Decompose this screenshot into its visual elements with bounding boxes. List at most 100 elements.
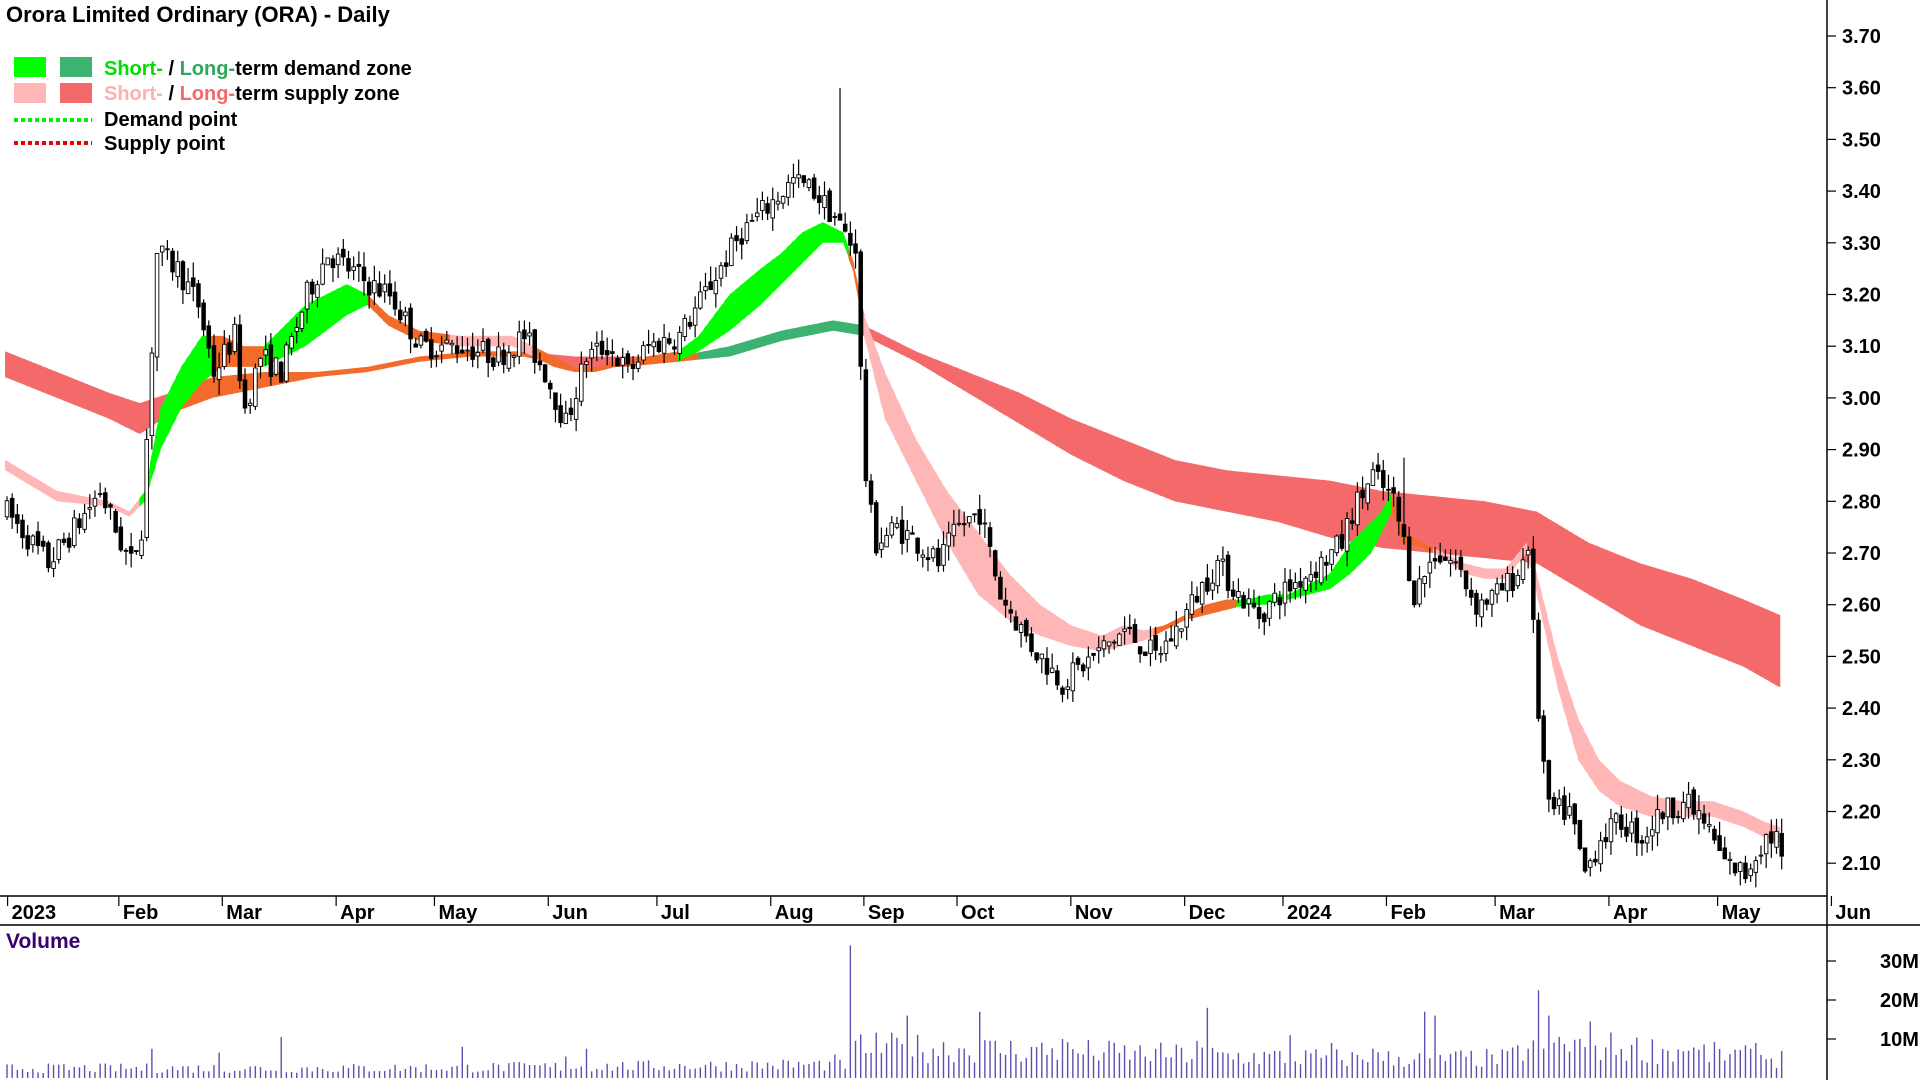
candle-body (299, 311, 305, 330)
candle-body (1205, 577, 1210, 592)
candle-body (1122, 628, 1127, 632)
candle-body (123, 549, 129, 552)
candle-body (1665, 797, 1671, 818)
long-term-zone-segment (703, 350, 710, 360)
short-term-zone-segment (838, 229, 844, 243)
x-tick-label: Jun (1835, 902, 1871, 924)
long-term-zone-segment (1267, 474, 1274, 521)
long-term-zone-segment (1614, 553, 1620, 613)
short-term-zone-segment (470, 335, 477, 347)
short-term-zone-segment (1624, 783, 1631, 810)
x-tick-label: Dec (1189, 902, 1226, 924)
candle-body (92, 497, 98, 507)
candle-body (599, 340, 605, 355)
long-term-zone-segment (1655, 567, 1662, 634)
long-term-zone-segment (1577, 536, 1584, 592)
short-term-zone-segment (1634, 788, 1641, 814)
short-term-zone-segment (475, 335, 482, 347)
candle-body (480, 341, 486, 351)
short-term-zone-segment (781, 247, 787, 285)
short-term-zone-segment (1557, 656, 1563, 706)
long-term-zone-segment (1070, 418, 1077, 458)
short-term-zone-segment (957, 504, 963, 569)
short-term-zone-segment (1008, 573, 1015, 623)
candle-body (30, 535, 36, 546)
candle-body (1706, 823, 1712, 827)
long-term-zone-segment (946, 363, 953, 384)
candle-body (698, 291, 703, 309)
candle-body (1199, 581, 1205, 605)
y-tick-label: 3.50 (1842, 129, 1881, 151)
candle-body (930, 548, 936, 559)
candle-body (558, 405, 563, 424)
x-tick-label: Feb (123, 902, 159, 924)
short-term-zone-segment (713, 308, 720, 342)
x-axis-ticks: 2023 Feb Mar Apr May Jun Jul Aug Sep Oct Nov Dec 202… (6, 896, 1871, 924)
candle-body (1339, 534, 1345, 549)
candle-body (884, 535, 889, 548)
candle-body (749, 219, 755, 222)
long-term-zone-segment (1303, 478, 1310, 532)
candle-body (475, 352, 481, 357)
candle-body (1117, 633, 1122, 646)
short-term-zone-segment (320, 294, 327, 335)
short-term-zone-segment (1376, 511, 1382, 543)
candle-body (780, 196, 786, 204)
candle-body (532, 329, 537, 363)
y-tick-label: 3.30 (1842, 233, 1881, 255)
long-term-zone-segment (206, 377, 213, 400)
candle-body (1401, 524, 1407, 537)
candle-body (87, 507, 93, 510)
candle-body (154, 252, 160, 358)
long-term-zone-segment (227, 375, 234, 395)
volume-tick-label: 20M (1880, 990, 1919, 1012)
long-term-zone-segment (1500, 504, 1507, 561)
candle-body (1267, 601, 1272, 619)
candle-body (335, 253, 341, 266)
short-term-zone-segment (61, 491, 68, 503)
long-term-zone-segment (750, 338, 756, 351)
candle-body (661, 337, 667, 354)
candle-body (366, 281, 372, 296)
short-term-zone-segment (817, 222, 824, 248)
candle-body (485, 338, 491, 363)
candle-body (211, 345, 217, 377)
long-term-zone-segment (1251, 472, 1258, 518)
candle-body (713, 280, 719, 295)
long-term-zone-segment (424, 355, 430, 362)
candle-body (873, 502, 879, 554)
long-term-zone-segment (719, 347, 725, 358)
candle-body (682, 317, 688, 337)
candle-body (1220, 558, 1226, 562)
x-tick-label: Aug (775, 902, 814, 924)
long-term-zone-segment (346, 368, 353, 375)
short-term-zone-segment (1334, 558, 1341, 586)
short-term-zone-segment (1562, 671, 1569, 724)
short-term-zone-segment (455, 335, 461, 347)
candle-body (987, 527, 993, 547)
legend-demand-zone: Short- / Long-term demand zone (104, 58, 412, 80)
candle-body (1055, 670, 1060, 686)
x-tick-label: Apr (340, 902, 375, 924)
long-term-zone-segment (1769, 610, 1776, 685)
candle-body (1008, 609, 1014, 614)
candle-body (703, 286, 708, 292)
short-term-zone-segment (941, 482, 948, 543)
long-term-zone-segment (491, 351, 498, 357)
long-term-zone-segment (103, 390, 110, 419)
short-term-zone-segment (1324, 573, 1331, 591)
candle-body (139, 539, 144, 556)
short-term-zone-segment (589, 366, 596, 373)
short-term-zone-segment (279, 325, 285, 360)
short-term-zone-segment (765, 260, 772, 300)
long-term-zone-segment (1469, 499, 1476, 558)
short-term-zone-segment (1065, 621, 1072, 647)
candle-body (977, 509, 982, 525)
long-term-zone-segment (755, 336, 762, 349)
candle-body (330, 258, 336, 269)
long-term-zone-segment (822, 321, 829, 333)
candle-body (1132, 623, 1138, 643)
short-term-zone-segment (1226, 599, 1232, 610)
candle-body (1717, 835, 1722, 852)
candle-body (537, 360, 543, 366)
